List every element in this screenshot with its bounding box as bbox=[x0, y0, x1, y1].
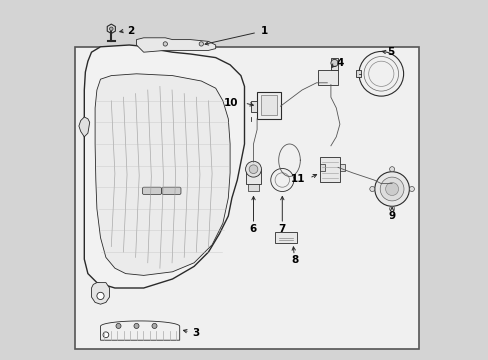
Circle shape bbox=[249, 165, 257, 174]
Text: 3: 3 bbox=[192, 328, 199, 338]
Text: 4: 4 bbox=[336, 58, 343, 68]
Polygon shape bbox=[79, 117, 89, 137]
Circle shape bbox=[116, 323, 121, 328]
Text: 2: 2 bbox=[127, 26, 135, 36]
Polygon shape bbox=[95, 74, 230, 275]
Circle shape bbox=[380, 177, 403, 201]
Bar bbox=[320, 157, 339, 182]
Polygon shape bbox=[101, 321, 179, 340]
Circle shape bbox=[134, 323, 139, 328]
Circle shape bbox=[163, 42, 167, 46]
Text: 1: 1 bbox=[260, 26, 267, 36]
Text: 9: 9 bbox=[388, 211, 395, 221]
Text: 5: 5 bbox=[386, 47, 393, 57]
Circle shape bbox=[408, 186, 413, 192]
Bar bbox=[330, 58, 337, 70]
Bar bbox=[75, 47, 418, 349]
Bar bbox=[318, 70, 337, 85]
Bar bbox=[339, 164, 345, 171]
Circle shape bbox=[389, 206, 394, 211]
Text: 7: 7 bbox=[278, 224, 285, 234]
Circle shape bbox=[385, 183, 398, 195]
Text: 8: 8 bbox=[291, 255, 298, 265]
Polygon shape bbox=[91, 283, 109, 304]
Circle shape bbox=[97, 292, 104, 300]
Bar bbox=[257, 92, 280, 119]
Circle shape bbox=[199, 42, 203, 46]
FancyBboxPatch shape bbox=[162, 187, 181, 194]
Circle shape bbox=[389, 167, 394, 172]
Bar bbox=[260, 95, 276, 115]
Bar bbox=[320, 164, 325, 171]
Circle shape bbox=[152, 323, 157, 328]
Bar bbox=[250, 101, 257, 112]
Polygon shape bbox=[84, 45, 244, 288]
FancyBboxPatch shape bbox=[142, 187, 161, 194]
Circle shape bbox=[330, 59, 337, 67]
Bar bbox=[275, 232, 296, 243]
Text: 6: 6 bbox=[249, 224, 257, 234]
Text: 11: 11 bbox=[290, 174, 305, 184]
Circle shape bbox=[245, 161, 261, 177]
Circle shape bbox=[369, 186, 374, 192]
Text: 10: 10 bbox=[223, 98, 238, 108]
Bar bbox=[355, 70, 361, 77]
Circle shape bbox=[374, 172, 408, 206]
Circle shape bbox=[103, 332, 108, 338]
Bar bbox=[245, 169, 261, 184]
Polygon shape bbox=[136, 38, 215, 52]
Polygon shape bbox=[107, 24, 115, 33]
Circle shape bbox=[109, 27, 113, 31]
Bar bbox=[247, 184, 258, 191]
